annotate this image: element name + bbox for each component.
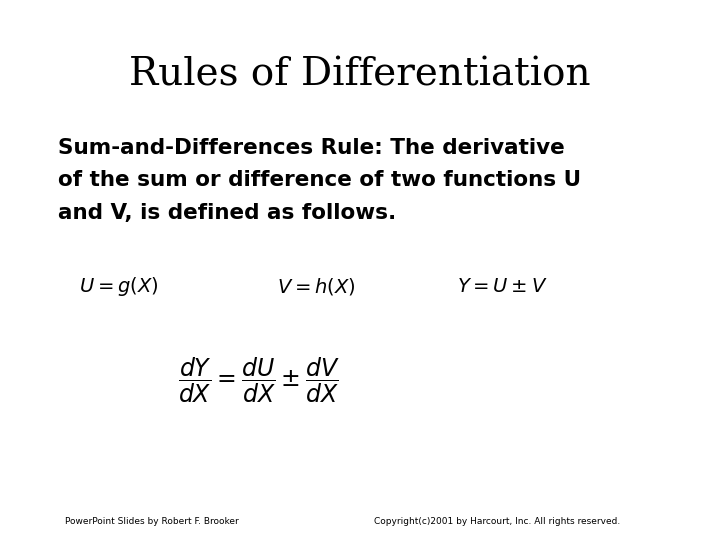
Text: $Y = U \pm V$: $Y = U \pm V$ xyxy=(457,276,548,296)
Text: PowerPoint Slides by Robert F. Brooker: PowerPoint Slides by Robert F. Brooker xyxy=(65,517,238,526)
Text: and V, is defined as follows.: and V, is defined as follows. xyxy=(58,202,396,222)
Text: Copyright(c)2001 by Harcourt, Inc. All rights reserved.: Copyright(c)2001 by Harcourt, Inc. All r… xyxy=(374,517,621,526)
Text: $\dfrac{dY}{dX} = \dfrac{dU}{dX} \pm \dfrac{dV}{dX}$: $\dfrac{dY}{dX} = \dfrac{dU}{dX} \pm \df… xyxy=(179,356,340,406)
Text: Sum-and-Differences Rule: The derivative: Sum-and-Differences Rule: The derivative xyxy=(58,138,564,158)
Text: of the sum or difference of two functions U: of the sum or difference of two function… xyxy=(58,170,581,190)
Text: Rules of Differentiation: Rules of Differentiation xyxy=(129,57,591,94)
Text: $V = h(X)$: $V = h(X)$ xyxy=(277,276,356,296)
Text: $U = g(X)$: $U = g(X)$ xyxy=(79,275,158,298)
